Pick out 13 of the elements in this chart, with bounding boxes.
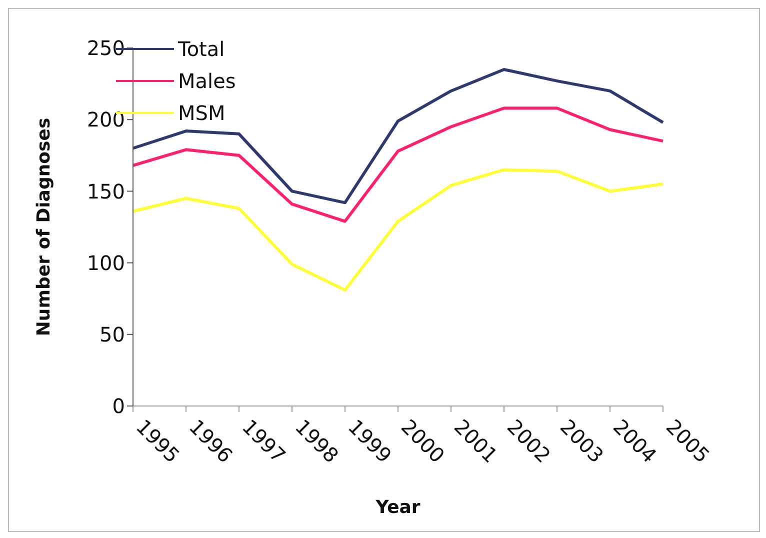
y-tick-label: 50 [100, 322, 125, 346]
y-tick-label: 100 [86, 250, 125, 275]
y-tick-label: 150 [86, 179, 125, 204]
y-tick-label: 250 [86, 36, 125, 60]
legend-label: Total [178, 37, 225, 61]
y-tick-label: 0 [112, 394, 125, 418]
line-series [132, 168, 664, 292]
line-series [132, 68, 664, 204]
y-axis-title: Number of Diagnoses [33, 118, 54, 336]
legend-label: MSM [178, 101, 226, 125]
line-series [132, 106, 664, 223]
legend-label: Males [178, 69, 236, 93]
x-axis-title: Year [374, 497, 420, 518]
